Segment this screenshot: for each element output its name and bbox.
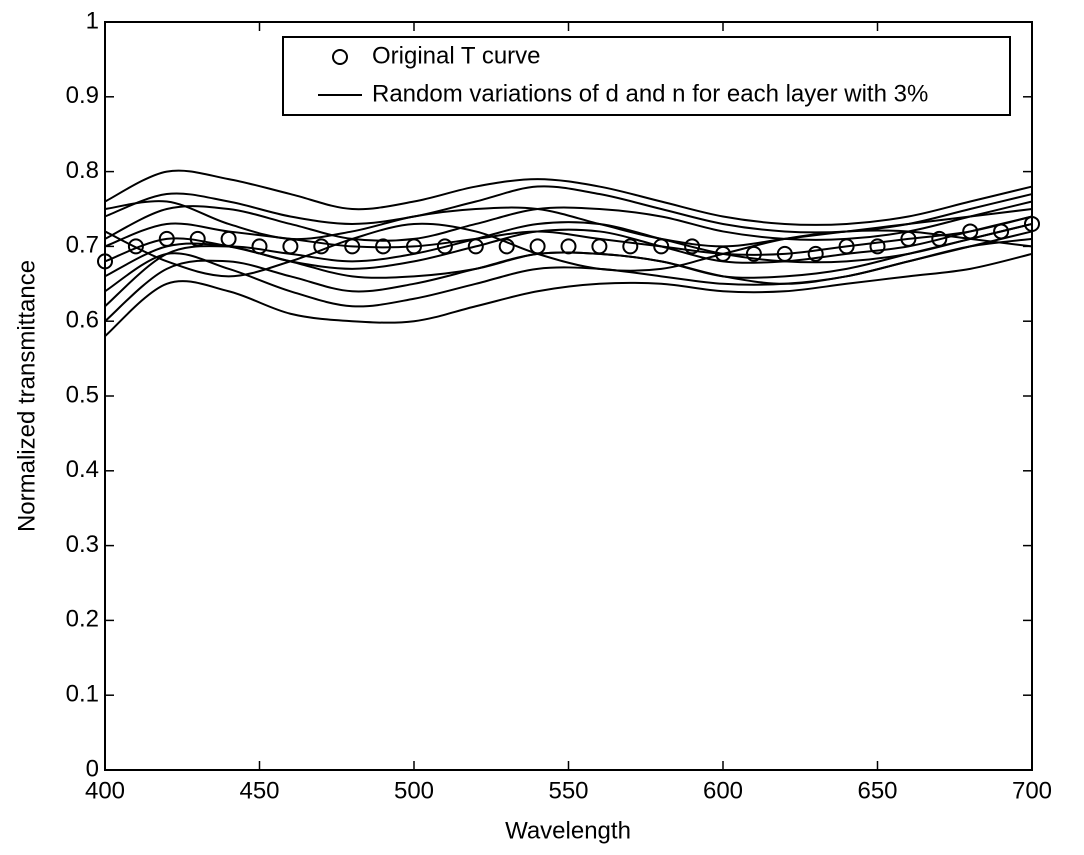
x-tick-label: 650 (857, 777, 897, 804)
legend-label: Random variations of d and n for each la… (372, 80, 928, 107)
point-marker (467, 238, 484, 255)
variation-line (104, 200, 1033, 242)
x-tick-label: 450 (239, 777, 279, 804)
point-marker (962, 223, 979, 240)
point-marker (900, 230, 917, 247)
variation-line (104, 215, 1033, 256)
x-tick-label: 400 (85, 777, 125, 804)
point-marker (498, 238, 515, 255)
point-marker (931, 230, 948, 247)
point-marker (838, 238, 855, 255)
y-axis-label: Normalized transmittance (13, 260, 40, 532)
variation-line (104, 237, 1033, 308)
point-marker (591, 238, 608, 255)
point-marker (313, 238, 330, 255)
y-tick-label: 0.8 (66, 157, 99, 184)
y-tick-label: 0.1 (66, 681, 99, 708)
point-marker (776, 245, 793, 262)
point-marker (436, 238, 453, 255)
x-tick-label: 600 (703, 777, 743, 804)
point-marker (653, 238, 670, 255)
point-marker (375, 238, 392, 255)
point-marker (158, 230, 175, 247)
y-tick-label: 0.5 (66, 381, 99, 408)
point-marker (807, 245, 824, 262)
variation-line (104, 200, 1033, 248)
plot-frame (104, 21, 1033, 771)
point-marker (622, 238, 639, 255)
variation-line (104, 252, 1033, 337)
point-marker (127, 238, 144, 255)
variation-line (104, 221, 1033, 308)
point-marker (282, 238, 299, 255)
y-tick-label: 0.3 (66, 531, 99, 558)
point-marker (993, 223, 1010, 240)
point-marker (745, 245, 762, 262)
y-tick-label: 0 (86, 755, 99, 782)
point-marker (560, 238, 577, 255)
y-tick-label: 0.9 (66, 82, 99, 109)
point-marker (344, 238, 361, 255)
point-marker (220, 230, 237, 247)
y-tick-label: 0.7 (66, 232, 99, 259)
x-tick-label: 500 (394, 777, 434, 804)
legend-marker (332, 49, 348, 65)
point-marker (406, 238, 422, 255)
point-marker (189, 230, 206, 247)
point-marker (684, 238, 701, 255)
variation-line (104, 169, 1033, 226)
y-tick-label: 0.6 (66, 307, 99, 334)
point-marker (251, 238, 268, 255)
y-tick-label: 1 (86, 7, 99, 34)
y-tick-label: 0.4 (66, 456, 99, 483)
x-tick-label: 700 (1012, 777, 1052, 804)
variation-line (104, 222, 1033, 278)
x-tick-label: 550 (548, 777, 588, 804)
legend-box (282, 36, 1011, 116)
point-marker (869, 238, 886, 255)
point-marker (715, 245, 731, 262)
x-axis-label: Wavelength (505, 817, 631, 844)
y-tick-label: 0.2 (66, 606, 99, 633)
point-marker (529, 238, 546, 255)
legend-label: Original T curve (372, 42, 541, 69)
